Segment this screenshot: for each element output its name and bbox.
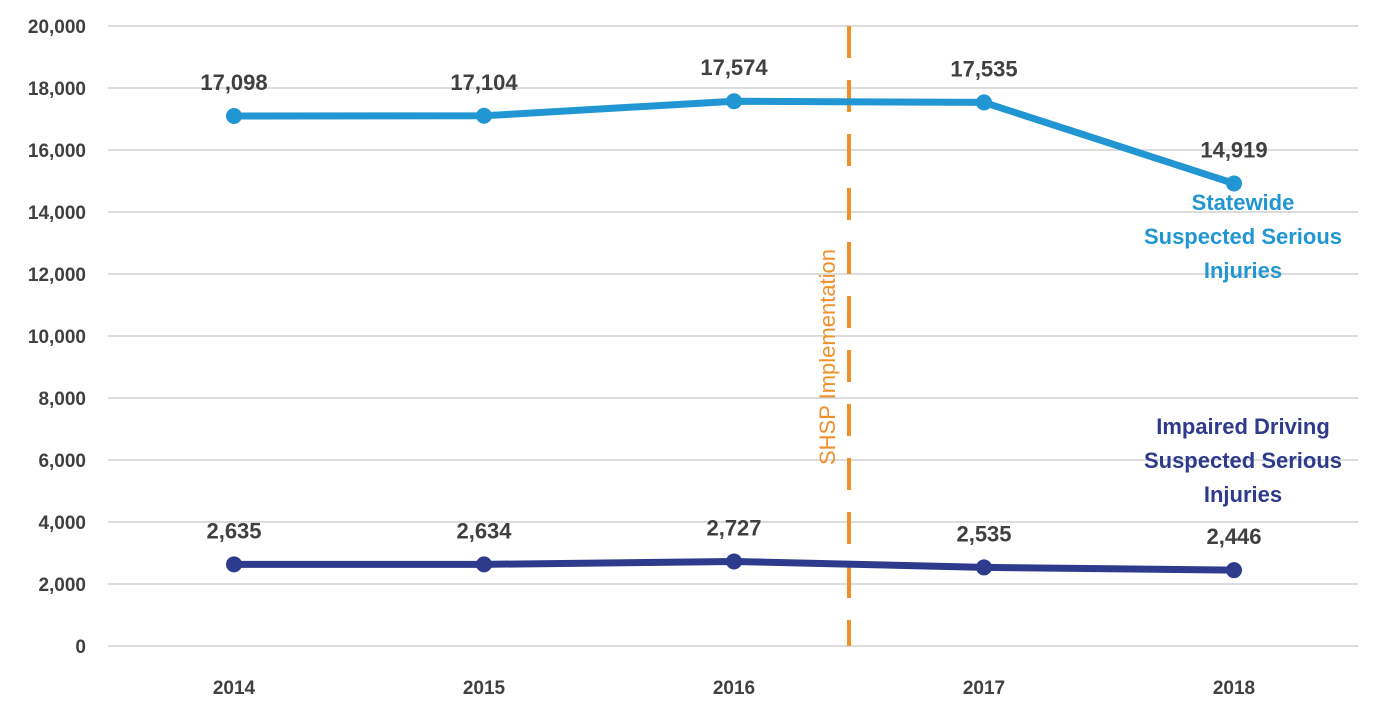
series-name-label: Impaired Driving	[1156, 414, 1330, 439]
data-label: 17,104	[450, 70, 518, 95]
y-axis-tick-labels: 0 2,000 4,000 6,000 8,000 10,000 12,000 14,000 1…	[28, 17, 86, 658]
data-point	[726, 93, 742, 110]
data-label: 2,634	[456, 518, 512, 543]
series-name-label: Suspected Serious	[1144, 448, 1342, 473]
x-tick-label: 2016	[713, 678, 755, 699]
y-tick-label: 16,000	[28, 141, 86, 162]
data-label: 17,098	[200, 70, 267, 95]
data-point	[226, 556, 242, 573]
data-label: 17,574	[700, 55, 768, 80]
y-tick-label: 2,000	[38, 575, 86, 596]
gridlines	[108, 25, 1358, 647]
data-label: 2,635	[206, 518, 261, 543]
x-tick-label: 2015	[463, 678, 506, 699]
data-point	[976, 559, 992, 576]
series-labels: Statewide Suspected Serious Injuries Impair…	[1144, 190, 1342, 507]
y-tick-label: 12,000	[28, 265, 86, 286]
y-tick-label: 14,000	[28, 203, 86, 224]
data-label: 14,919	[1200, 138, 1267, 163]
annotations: SHSP Implementation	[815, 26, 851, 646]
series-name-label: Statewide	[1192, 190, 1295, 215]
series-name-label: Injuries	[1204, 258, 1282, 283]
series	[226, 93, 1242, 579]
y-tick-label: 10,000	[28, 327, 86, 348]
data-point	[1226, 562, 1242, 579]
x-tick-label: 2018	[1213, 678, 1255, 699]
y-tick-label: 18,000	[28, 79, 86, 100]
y-tick-label: 6,000	[38, 451, 86, 472]
data-label: 17,535	[950, 56, 1017, 81]
data-label: 2,446	[1206, 524, 1261, 549]
x-axis-tick-labels: 2014 2015 2016 2017 2018	[213, 678, 1255, 699]
data-point	[476, 107, 492, 124]
y-tick-label: 0	[75, 637, 86, 658]
y-tick-label: 20,000	[28, 17, 86, 38]
series-name-label: Suspected Serious	[1144, 224, 1342, 249]
data-labels: 17,098 17,104 17,574 17,535 14,919 2,635 2,634…	[200, 55, 1267, 549]
y-tick-label: 8,000	[38, 389, 86, 410]
y-tick-label: 4,000	[38, 513, 86, 534]
data-label: 2,727	[706, 515, 761, 540]
data-point	[226, 107, 242, 124]
data-point	[726, 553, 742, 570]
x-tick-label: 2017	[963, 678, 1005, 699]
series-line-0	[230, 97, 1238, 188]
data-point	[476, 556, 492, 573]
series-name-label: Injuries	[1204, 482, 1282, 507]
data-point	[976, 94, 992, 111]
x-tick-label: 2014	[213, 678, 256, 699]
shsp-implementation-label: SHSP Implementation	[815, 249, 840, 465]
data-point	[1226, 175, 1242, 192]
data-label: 2,535	[956, 521, 1011, 546]
